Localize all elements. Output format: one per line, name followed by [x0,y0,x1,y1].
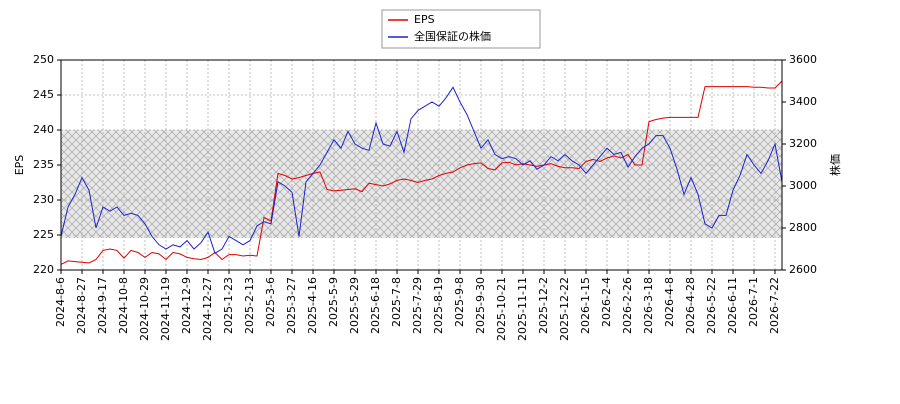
y2-axis-label: 株価 [828,154,842,176]
x-tick-label: 2025-10-21 [495,277,508,341]
y-tick-label: 225 [33,228,54,241]
x-tick-label: 2025-12-22 [558,277,571,341]
x-tick-label: 2025-11-11 [516,277,529,341]
legend-label: EPS [414,13,435,26]
x-tick-label: 2026-4-8 [663,277,676,327]
y2-tick-label: 3200 [789,137,817,150]
x-tick-label: 2024-8-6 [54,277,67,327]
x-tick-label: 2025-2-13 [243,277,256,334]
x-tick-label: 2026-2-4 [600,277,613,327]
y2-tick-label: 2800 [789,221,817,234]
legend [381,9,541,49]
x-tick-label: 2025-12-2 [537,277,550,334]
y-tick-label: 250 [33,53,54,66]
x-tick-label: 2025-5-9 [327,277,340,327]
series-line [60,86,783,254]
y2-tick-label: 3600 [789,53,817,66]
x-tick-label: 2024-10-8 [117,277,130,334]
x-tick-label: 2024-8-27 [75,277,88,334]
x-tick-label: 2025-9-30 [474,277,487,334]
x-tick-label: 2026-1-15 [579,277,592,334]
x-tick-label: 2026-5-22 [705,277,718,334]
x-tick-label: 2024-11-19 [159,277,172,341]
x-tick-label: 2026-3-18 [642,277,655,334]
x-tick-label: 2024-10-29 [138,277,151,341]
x-tick-label: 2026-2-26 [621,277,634,334]
x-tick-label: 2025-3-6 [264,277,277,327]
x-tick-label: 2026-4-28 [684,277,697,334]
y-tick-label: 245 [33,88,54,101]
x-tick-label: 2024-12-9 [180,277,193,334]
x-tick-label: 2026-7-1 [747,277,760,327]
x-tick-label: 2024-9-17 [96,277,109,334]
x-tick-label: 2025-9-8 [453,277,466,327]
x-tick-label: 2026-6-11 [726,277,739,334]
x-tick-label: 2025-1-23 [222,277,235,334]
x-tick-label: 2025-5-29 [348,277,361,334]
x-tick-label: 2025-7-29 [411,277,424,334]
x-tick-label: 2025-6-18 [369,277,382,334]
x-tick-label: 2025-8-19 [432,277,445,334]
x-tick-label: 2024-12-27 [201,277,214,341]
y-axis-label: EPS [13,155,26,176]
hatch-band [61,130,782,238]
y-tick-label: 240 [33,123,54,136]
legend-label: 全国保証の株価 [414,29,491,43]
y-tick-label: 230 [33,193,54,206]
x-tick-label: 2025-4-16 [306,277,319,334]
y2-tick-label: 3000 [789,179,817,192]
x-tick-label: 2026-7-22 [768,277,781,334]
y-tick-label: 220 [33,263,54,276]
x-tick-label: 2025-3-27 [285,277,298,334]
x-tick-label: 2025-7-8 [390,277,403,327]
y2-tick-label: 2600 [789,263,817,276]
y2-tick-label: 3400 [789,95,817,108]
series-line [60,80,783,265]
y-tick-label: 235 [33,158,54,171]
